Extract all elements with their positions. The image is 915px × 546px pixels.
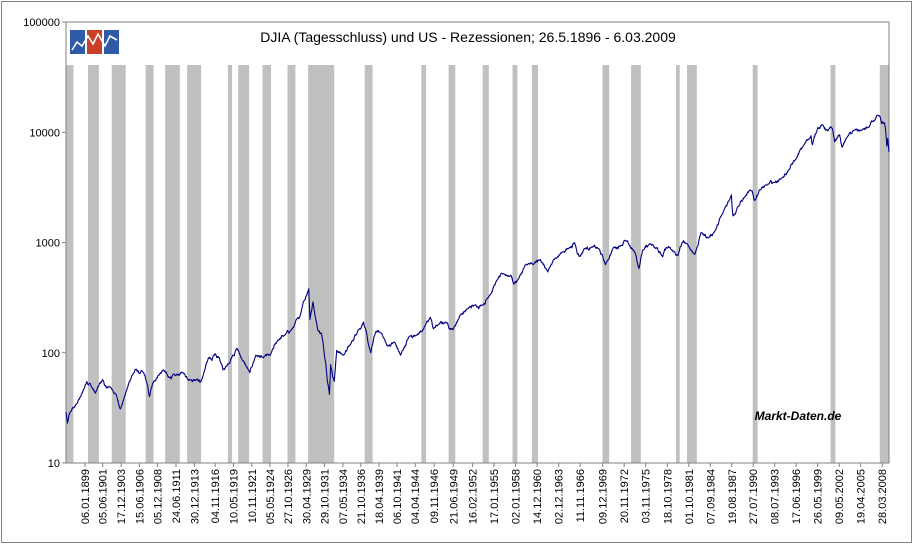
x-tick-label: 10.05.1919: [229, 469, 241, 524]
x-tick-label: 05.12.1908: [152, 469, 164, 524]
x-tick-label: 19.04.2005: [856, 469, 868, 524]
recession-band: [308, 65, 335, 463]
recession-band: [364, 65, 373, 463]
x-tick-label: 17.12.1903: [116, 469, 128, 524]
x-tick-label: 17.06.1996: [791, 469, 803, 524]
x-tick-label: 09.11.1946: [429, 469, 441, 523]
x-tick-label: 19.08.1987: [727, 469, 739, 524]
x-tick-label: 14.12.1960: [532, 469, 544, 524]
x-tick-label: 28.03.2008: [877, 469, 889, 524]
x-tick-label: 07.05.1934: [338, 469, 350, 524]
x-tick-label: 20.11.1972: [619, 469, 631, 523]
x-tick-label: 04.11.1916: [210, 469, 222, 523]
x-tick-label: 21.10.1936: [356, 469, 368, 524]
recession-band: [830, 65, 836, 463]
recession-band: [676, 65, 680, 463]
x-tick-label: 29.10.1931: [320, 469, 332, 524]
x-tick-label: 02.01.1958: [511, 469, 523, 524]
x-tick-label: 07.09.1984: [705, 469, 717, 524]
recession-band: [531, 65, 538, 463]
recession-band: [687, 65, 697, 463]
recession-band: [262, 65, 271, 463]
recession-band: [165, 65, 180, 463]
y-tick-label: 10: [48, 458, 60, 470]
recession-band: [631, 65, 641, 463]
x-tick-label: 01.10.1981: [684, 469, 696, 524]
djia-line: [65, 114, 890, 424]
recession-band: [111, 65, 126, 463]
x-tick-label: 17.01.1955: [489, 469, 501, 524]
recession-band: [145, 65, 154, 463]
logo-trend-icon: [71, 32, 118, 51]
recession-band: [227, 65, 233, 463]
x-tick-label: 05.05.1924: [265, 469, 277, 524]
recession-bands: [66, 65, 889, 463]
x-tick-label: 30.12.1913: [189, 469, 201, 524]
x-tick-label: 18.10.1978: [662, 469, 674, 524]
x-tick-label: 18.04.1939: [374, 469, 386, 524]
recession-band: [287, 65, 296, 463]
recession-band: [752, 65, 758, 463]
recession-band: [879, 65, 889, 463]
x-tick-label: 24.06.1911: [171, 469, 183, 523]
x-tick-label: 09.05.2002: [834, 469, 846, 524]
chart-title: DJIA (Tagesschluss) und US - Rezessionen…: [260, 29, 676, 45]
x-tick-label: 27.07.1990: [748, 469, 760, 524]
x-tick-label: 27.10.1926: [283, 469, 295, 524]
y-tick-label: 100000: [23, 17, 60, 29]
x-tick-label: 08.07.1993: [770, 469, 782, 524]
recession-band: [238, 65, 250, 463]
recession-band: [187, 65, 202, 463]
recession-band: [448, 65, 456, 463]
x-tick-label: 30.04.1929: [301, 469, 313, 524]
x-tick-label: 04.04.1944: [410, 469, 422, 524]
x-tick-label: 09.12.1969: [598, 469, 610, 524]
x-tick-label: 03.11.1975: [641, 469, 653, 523]
x-tick-label: 05.06.1901: [98, 469, 110, 524]
logo-block-blue-right: [104, 30, 119, 54]
recession-band: [66, 65, 74, 463]
chart-logo: [70, 30, 119, 54]
x-tick-label: 15.06.1906: [134, 469, 146, 524]
x-tick-label: 21.06.1949: [448, 469, 460, 524]
y-tick-label: 100: [42, 348, 60, 360]
recession-band: [88, 65, 99, 463]
x-tick-label: 06.01.1899: [80, 469, 92, 524]
y-tick-label: 10000: [29, 127, 60, 139]
x-tick-label: 02.12.1963: [554, 469, 566, 524]
x-tick-label: 16.02.1952: [468, 469, 480, 524]
x-tick-label: 10.11.1921: [247, 469, 259, 523]
y-tick-label: 1000: [36, 238, 60, 250]
recession-band: [482, 65, 489, 463]
x-tick-label: 06.10.1941: [392, 469, 404, 524]
axes: 100000 10000 1000 100 10 06.01.1899 05.06.1901…: [23, 17, 889, 524]
x-tick-label: 11.11.1966: [575, 469, 587, 522]
x-tick-label: 26.05.1999: [813, 469, 825, 524]
recession-band: [421, 65, 427, 463]
recession-band: [512, 65, 518, 463]
watermark: Markt-Daten.de: [755, 409, 842, 423]
